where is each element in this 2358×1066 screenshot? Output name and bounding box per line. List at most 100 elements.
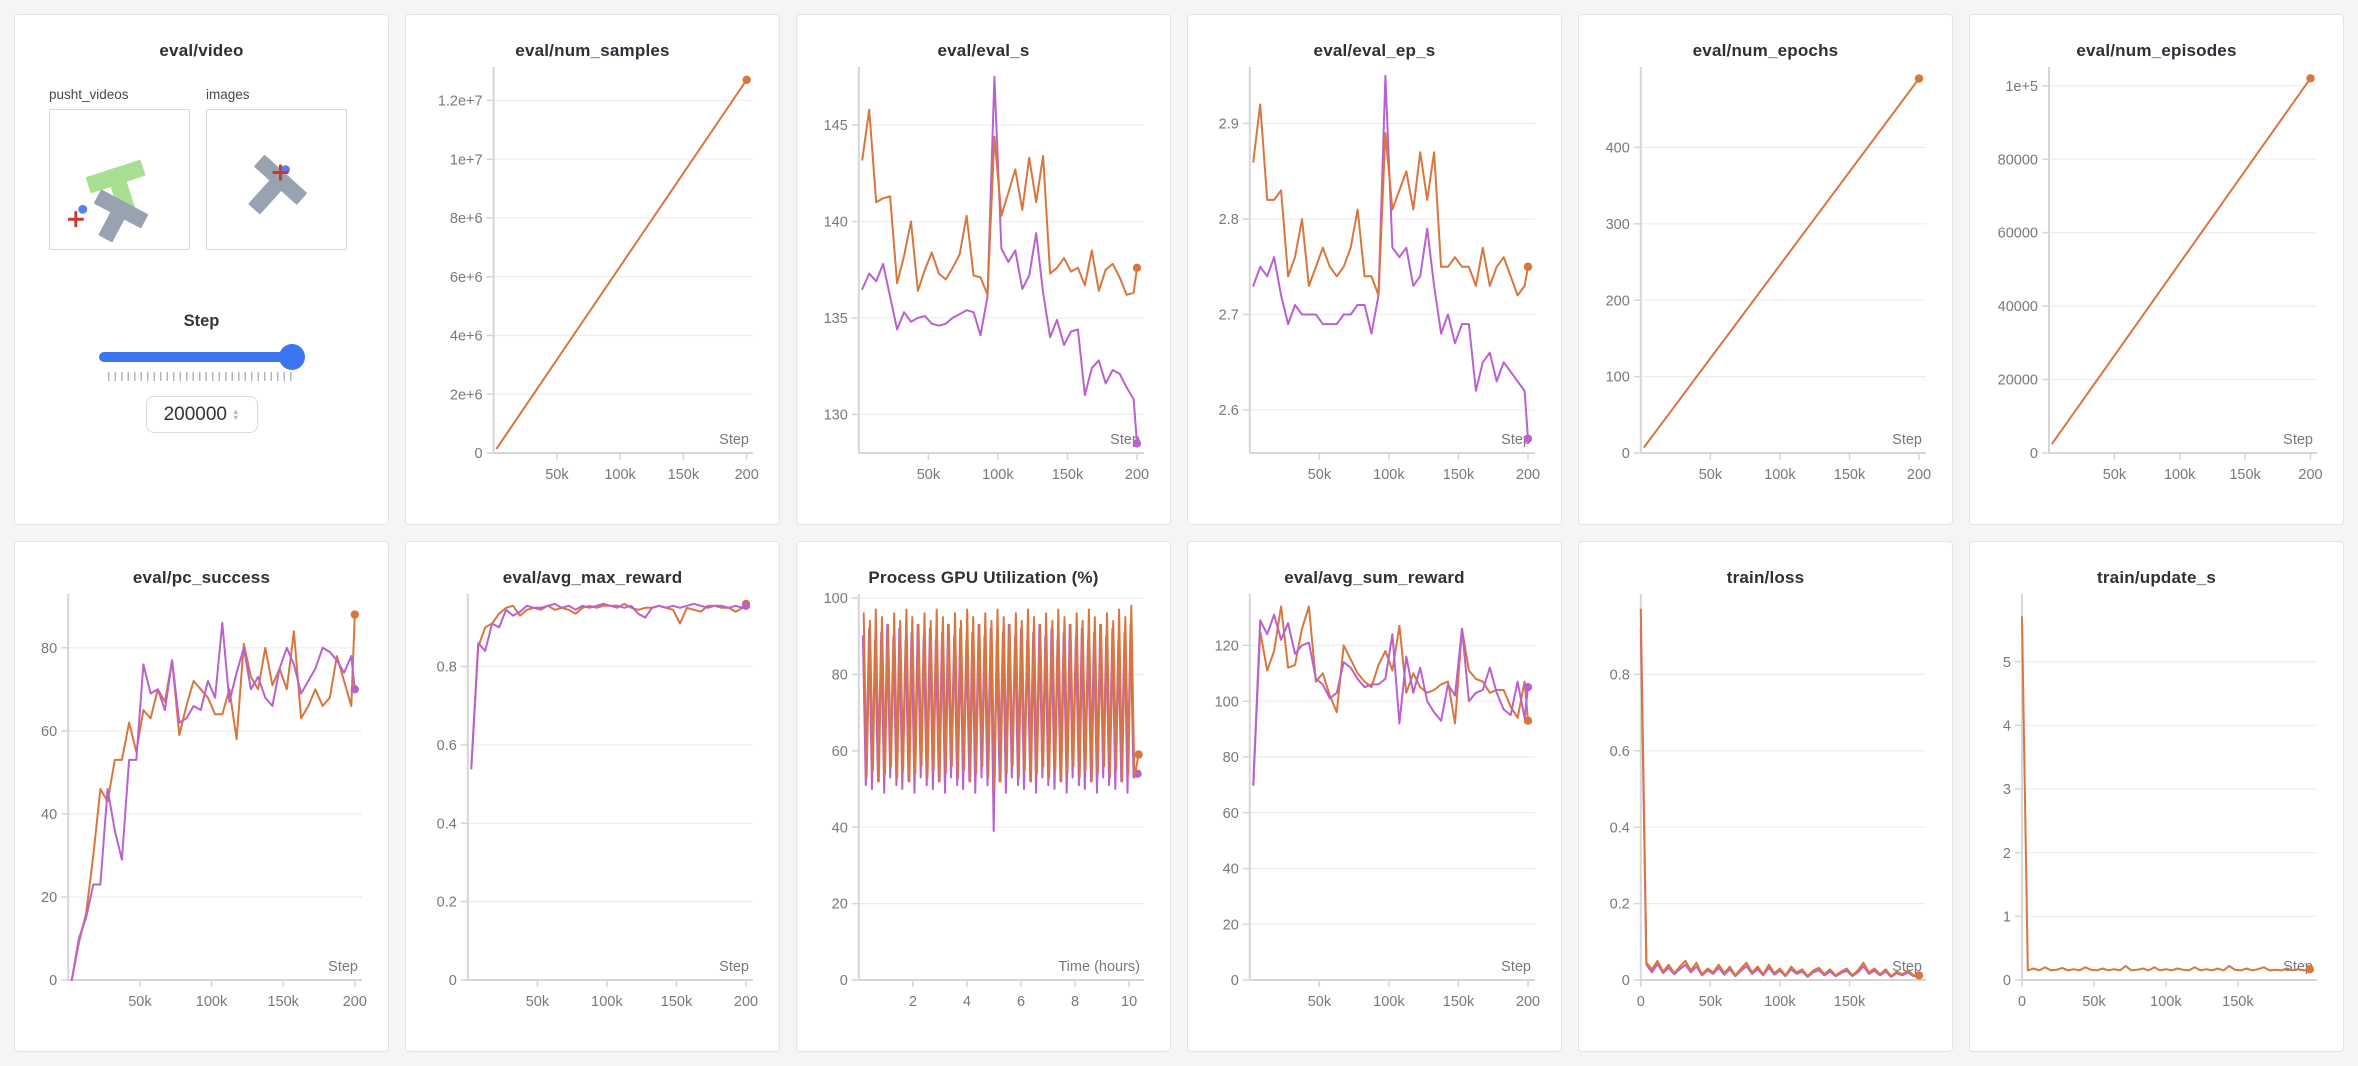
pusht-videos-thumbnail[interactable]: [49, 109, 190, 250]
chart-eval-eval-ep-s[interactable]: 2.6 2.7 2.8 2.9 50k 100k 150k 200 Step: [1200, 65, 1549, 499]
svg-text:50k: 50k: [2082, 994, 2106, 1010]
chart-process-gpu-utilization[interactable]: 0 20 40 60 80 100 2 4 6 8 10 Time (hours): [809, 592, 1158, 1026]
svg-text:150k: 150k: [668, 467, 700, 483]
decrement-arrow-icon[interactable]: ▼: [231, 412, 240, 422]
svg-text:6: 6: [1017, 994, 1025, 1010]
svg-text:50k: 50k: [1699, 994, 1723, 1010]
svg-text:0: 0: [475, 446, 483, 462]
step-slider[interactable]: [98, 344, 305, 370]
panel-process-gpu-utilization: Process GPU Utilization (%) 0 20 40 60 80 100…: [796, 541, 1171, 1052]
svg-text:80: 80: [41, 641, 57, 657]
step-input[interactable]: 200000 ▲ ▼: [145, 396, 258, 433]
svg-text:200: 200: [1125, 467, 1149, 483]
slider-track[interactable]: [98, 352, 298, 362]
pusht-scene-image: [67, 159, 149, 243]
svg-text:40: 40: [1223, 862, 1239, 878]
svg-text:140: 140: [824, 215, 848, 231]
svg-text:80: 80: [832, 667, 848, 683]
svg-text:2.7: 2.7: [1219, 308, 1239, 324]
chart-title: Process GPU Utilization (%): [868, 568, 1099, 587]
chart-title: eval/avg_sum_reward: [1284, 568, 1465, 587]
svg-text:20: 20: [832, 897, 848, 913]
svg-text:200: 200: [734, 994, 758, 1010]
svg-text:0.2: 0.2: [1610, 897, 1630, 913]
chart-eval-eval-s[interactable]: 130 135 140 145 50k 100k 150k 200 Step: [809, 65, 1158, 499]
svg-text:150k: 150k: [1834, 467, 1866, 483]
svg-text:0.4: 0.4: [437, 816, 457, 832]
svg-text:80: 80: [1223, 750, 1239, 766]
chart-title: eval/eval_ep_s: [1313, 41, 1436, 60]
increment-arrow-icon[interactable]: ▲: [231, 406, 240, 416]
svg-text:200: 200: [1516, 467, 1540, 483]
svg-text:60: 60: [832, 744, 848, 760]
gray-t-shape: [248, 155, 307, 215]
slider-handle[interactable]: [278, 344, 305, 370]
panel-eval-num-samples: eval/num_samples 0 2e+6 4e+6 6e+6 8e+6 1e+7 1.…: [405, 14, 780, 525]
svg-text:50k: 50k: [526, 994, 550, 1010]
svg-text:60: 60: [1223, 806, 1239, 822]
svg-text:Step: Step: [2283, 432, 2313, 448]
svg-text:0: 0: [449, 973, 457, 989]
svg-text:0.6: 0.6: [1610, 744, 1630, 760]
svg-text:40000: 40000: [1998, 299, 2038, 315]
panel-eval-avg-max-reward: eval/avg_max_reward 0 0.2 0.4 0.6 0.8 50k 100k…: [405, 541, 780, 1052]
svg-text:8: 8: [1071, 994, 1079, 1010]
svg-text:200: 200: [1516, 994, 1540, 1010]
images-thumbnail[interactable]: [206, 109, 347, 250]
media-item-images: images: [206, 87, 347, 250]
media-label-pusht-videos: pusht_videos: [49, 87, 129, 102]
svg-text:50k: 50k: [128, 994, 152, 1010]
svg-text:145: 145: [824, 118, 848, 134]
chart-eval-avg-max-reward[interactable]: 0 0.2 0.4 0.6 0.8 50k 100k 150k 200 Step: [418, 592, 767, 1026]
svg-text:2: 2: [2003, 846, 2011, 862]
panel-eval-num-episodes: eval/num_episodes 0 20000 40000 60000 80000 1…: [1969, 14, 2344, 525]
chart-eval-num-epochs[interactable]: 0 100 200 300 400 50k 100k 150k 200 Step: [1591, 65, 1940, 499]
chart-eval-num-samples[interactable]: 0 2e+6 4e+6 6e+6 8e+6 1e+7 1.2e+7 50k 100k 150k 20…: [418, 65, 767, 499]
svg-text:0: 0: [2018, 994, 2026, 1010]
svg-text:200: 200: [2298, 467, 2322, 483]
svg-text:1: 1: [2003, 909, 2011, 925]
svg-text:100k: 100k: [1764, 994, 1796, 1010]
svg-text:100k: 100k: [591, 994, 623, 1010]
svg-text:20: 20: [1223, 917, 1239, 933]
svg-text:0: 0: [49, 973, 57, 989]
svg-text:135: 135: [824, 311, 848, 327]
svg-text:400: 400: [1606, 140, 1630, 156]
target-cross-icon: [67, 211, 84, 228]
svg-text:2.9: 2.9: [1219, 117, 1239, 133]
green-t-shape: [85, 159, 146, 215]
chart-title: eval/num_episodes: [2076, 41, 2237, 60]
media-label-images: images: [206, 87, 250, 102]
svg-text:2.6: 2.6: [1219, 403, 1239, 419]
panel-eval-pc-success: eval/pc_success 0 20 40 60 80 50k 100k 150k 200 S…: [14, 541, 389, 1052]
chart-eval-avg-sum-reward[interactable]: 0 20 40 60 80 100 120 50k 100k 150k 200 Step: [1200, 592, 1549, 1026]
svg-text:0.8: 0.8: [437, 660, 457, 676]
svg-text:50k: 50k: [2103, 467, 2127, 483]
svg-text:50k: 50k: [545, 467, 569, 483]
target-cross-icon: [272, 164, 289, 181]
video-panel-title: eval/video: [159, 41, 244, 60]
agent-dot: [78, 204, 88, 214]
svg-text:4: 4: [2003, 718, 2011, 734]
svg-text:60: 60: [41, 724, 57, 740]
svg-text:Step: Step: [1110, 432, 1140, 448]
step-input-value: 200000: [163, 403, 227, 425]
svg-text:50k: 50k: [1308, 467, 1332, 483]
svg-text:0.6: 0.6: [437, 738, 457, 754]
gray-t-shape: [94, 189, 149, 243]
chart-eval-num-episodes[interactable]: 0 20000 40000 60000 80000 1e+5 50k 100k 150k 200 S…: [1982, 65, 2331, 499]
svg-text:1e+7: 1e+7: [450, 152, 483, 168]
svg-text:60000: 60000: [1998, 226, 2038, 242]
panel-eval-video: eval/video pusht_videos: [14, 14, 389, 525]
svg-text:100k: 100k: [1764, 467, 1796, 483]
svg-text:150k: 150k: [2222, 994, 2254, 1010]
chart-train-loss[interactable]: 0 0.2 0.4 0.6 0.8 0 50k 100k 150k Step: [1591, 592, 1940, 1026]
svg-text:50k: 50k: [917, 467, 941, 483]
svg-text:0: 0: [840, 973, 848, 989]
svg-text:2e+6: 2e+6: [450, 387, 483, 403]
chart-eval-pc-success[interactable]: 0 20 40 60 80 50k 100k 150k 200 Step: [27, 592, 376, 1026]
svg-text:200: 200: [735, 467, 759, 483]
svg-text:100k: 100k: [1373, 994, 1405, 1010]
stepper-arrows[interactable]: ▲ ▼: [231, 406, 240, 422]
